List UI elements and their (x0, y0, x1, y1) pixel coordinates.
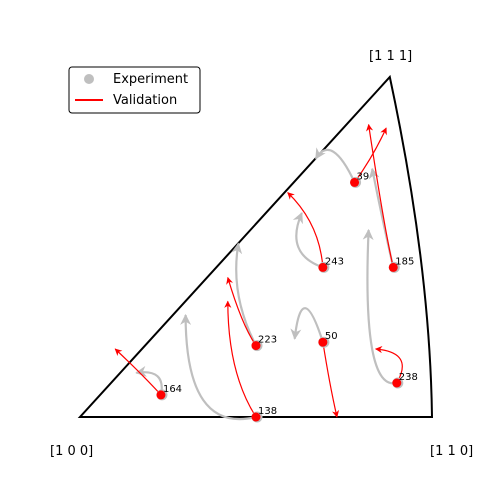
validation-point-50 (318, 337, 328, 347)
experiment-path-39 (314, 147, 356, 183)
legend-box (68, 66, 201, 114)
point-label-39: 39 (357, 171, 370, 182)
validation-point-185 (388, 262, 398, 272)
experiment-path-50 (290, 307, 324, 343)
validation-path-243 (287, 192, 324, 268)
legend: Experiment Validation (68, 66, 201, 114)
validation-path-50 (322, 342, 340, 418)
point-label-138: 138 (258, 406, 277, 417)
legend-label-validation: Validation (113, 93, 177, 108)
validation-path-138 (224, 300, 257, 418)
triangle-boundary (77, 74, 434, 418)
point-label-185: 185 (395, 256, 414, 267)
experiment-path-238 (362, 228, 398, 385)
point-label-243: 243 (325, 256, 344, 267)
validation-point-223 (251, 341, 261, 351)
corner-label-110: [1 1 0] (430, 444, 473, 459)
validation-point-164 (156, 390, 166, 400)
point-label-238: 238 (399, 372, 418, 383)
legend-marker-experiment (84, 74, 94, 84)
point-label-164: 164 (163, 384, 182, 395)
validation-path-164 (114, 348, 162, 396)
point-label-223: 223 (258, 335, 277, 346)
experiment-path-138 (180, 313, 257, 421)
experiment-path-243 (292, 211, 324, 269)
validation-point-138 (251, 412, 261, 422)
points: 39 185 243 223 50 238 164 138 (156, 171, 418, 423)
validation-paths (114, 123, 403, 418)
experiment-path-223 (231, 242, 257, 347)
validation-point-243 (318, 262, 328, 272)
validation-point-238 (392, 378, 402, 388)
experiment-paths (135, 147, 398, 421)
validation-path-185 (366, 123, 394, 268)
point-label-50: 50 (325, 331, 338, 342)
legend-label-experiment: Experiment (113, 72, 188, 87)
corner-label-100: [1 0 0] (50, 444, 93, 459)
corner-label-111: [1 1 1] (369, 49, 412, 64)
validation-point-39 (350, 177, 360, 187)
